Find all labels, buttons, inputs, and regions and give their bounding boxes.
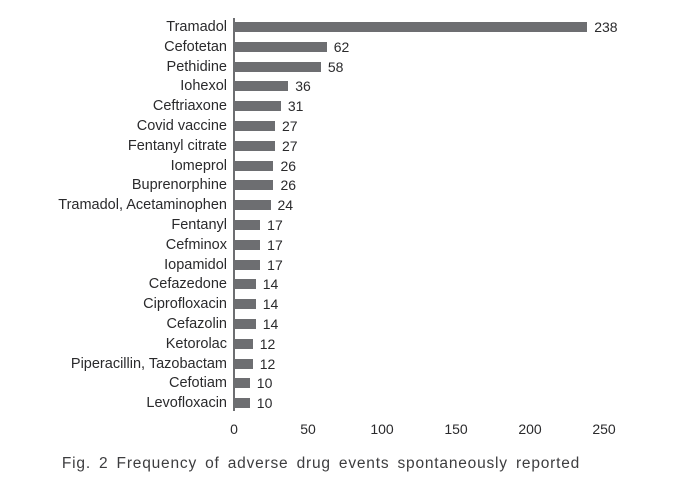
value-label: 27 [281, 118, 298, 134]
category-label: Ceftriaxone [152, 98, 227, 115]
bar [235, 81, 289, 92]
bar [235, 259, 261, 270]
category-label: Pethidine [166, 58, 227, 75]
category-label: Covid vaccine [136, 118, 227, 134]
category-label: Cefotiam [168, 375, 227, 392]
category-label: Ketorolac [165, 335, 227, 352]
x-tick-label: 50 [300, 421, 316, 437]
value-label: 58 [327, 58, 344, 75]
value-label: 10 [256, 395, 273, 412]
value-label: 12 [259, 335, 276, 352]
value-label: 17 [267, 256, 283, 273]
bar [235, 338, 253, 349]
value-label: 10 [256, 375, 273, 392]
figure-caption: Fig. 2 Frequency of adverse drug events … [61, 455, 581, 472]
category-label: Fentanyl [171, 217, 227, 233]
bar [235, 180, 274, 191]
x-tick-label: 150 [444, 421, 468, 437]
category-label: Tramadol, Acetaminophen [58, 197, 227, 214]
bar [235, 358, 253, 369]
value-label: 62 [333, 38, 350, 55]
category-label: Cefotetan [164, 38, 227, 55]
x-tick-label: 100 [370, 421, 394, 437]
bar [235, 101, 281, 112]
category-label: Buprenorphine [131, 177, 227, 194]
category-label: Iopamidol [164, 256, 227, 273]
value-label: 36 [295, 78, 311, 95]
bar [235, 378, 250, 389]
category-label: Fentanyl citrate [127, 137, 227, 154]
bar [235, 299, 256, 310]
category-label: Levofloxacin [146, 395, 227, 412]
bar [235, 220, 261, 230]
value-label: 14 [262, 316, 279, 332]
value-label: 14 [262, 276, 279, 293]
value-label: 31 [287, 98, 304, 115]
bar [235, 22, 588, 32]
category-label: Tramadol [166, 19, 227, 35]
bar [235, 398, 250, 409]
value-label: 26 [280, 157, 297, 174]
category-label: Cefazedone [148, 276, 227, 293]
y-axis-line [233, 18, 235, 411]
bar [235, 41, 327, 52]
bar [235, 121, 275, 131]
value-label: 26 [280, 177, 297, 194]
value-label: 12 [259, 355, 276, 372]
value-label: 27 [281, 137, 298, 154]
bar [235, 160, 274, 171]
x-tick-label: 0 [230, 421, 238, 437]
bar [235, 140, 275, 151]
value-label: 24 [277, 197, 294, 214]
category-label: Ciprofloxacin [143, 296, 227, 313]
category-label: Cefminox [165, 236, 227, 253]
value-label: 14 [262, 296, 279, 313]
bar [235, 200, 271, 211]
category-label: Piperacillin, Tazobactam [70, 355, 227, 372]
value-label: 17 [267, 217, 283, 233]
category-label: Iohexol [180, 78, 227, 95]
bar [235, 279, 256, 290]
bar [235, 61, 321, 72]
value-label: 238 [594, 19, 618, 35]
value-label: 17 [267, 236, 283, 253]
x-tick-label: 200 [518, 421, 542, 437]
bar [235, 239, 261, 250]
bar [235, 319, 256, 329]
x-tick-label: 250 [592, 421, 616, 437]
category-label: Cefazolin [166, 316, 227, 332]
category-label: Iomeprol [170, 157, 227, 174]
